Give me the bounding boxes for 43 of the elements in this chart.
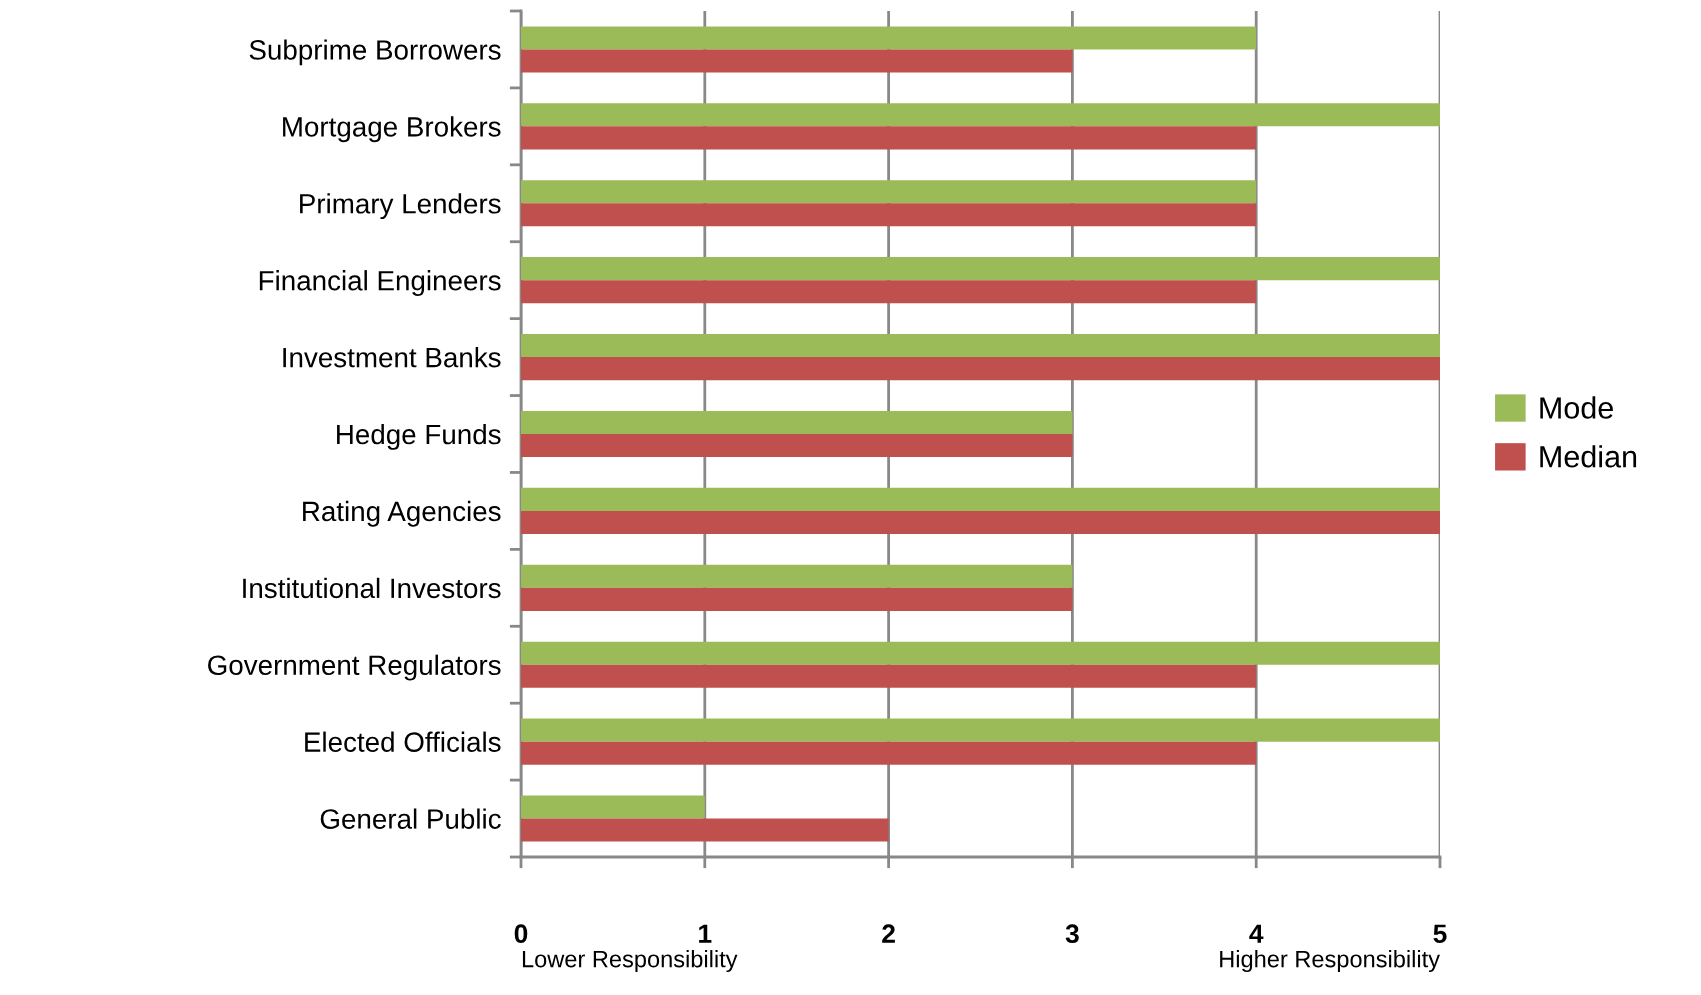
y-tick-label: Elected Officials (305, 731, 501, 752)
y-tick-label: Institutional Investors (243, 577, 501, 599)
bar (521, 203, 1257, 227)
y-tick-label: General Public (320, 808, 501, 829)
bar (521, 126, 1257, 150)
bar (521, 26, 1257, 50)
x-tick-label: 5 (1433, 924, 1447, 944)
bar (521, 564, 1073, 588)
y-tick-label: Mortgage Brokers (283, 116, 501, 143)
bar (521, 487, 1440, 511)
x-tick-label: 0 (514, 924, 528, 944)
x-tick-label: 1 (699, 924, 712, 943)
y-tick-label: Hedge Funds (337, 423, 501, 450)
bar (521, 664, 1257, 688)
legend-label: Median (1540, 445, 1637, 468)
bar (521, 641, 1440, 665)
bar (521, 510, 1440, 534)
bar (521, 357, 1440, 381)
bar (521, 49, 1073, 73)
bar (521, 410, 1073, 434)
bar (521, 434, 1073, 458)
bar (521, 587, 1073, 611)
y-tick-label: Government Regulators (208, 654, 501, 681)
y-tick-label: Rating Agencies (303, 500, 501, 527)
text: Lower Responsibility (522, 950, 738, 973)
bar (521, 180, 1257, 204)
y-tick-label: Subprime Borrowers (249, 39, 501, 66)
bar (521, 818, 889, 842)
bar (521, 280, 1257, 304)
y-tick-label: Primary Lenders (300, 193, 501, 220)
bar (521, 795, 705, 819)
bar (521, 103, 1440, 127)
legend-label: Mode (1540, 396, 1613, 419)
x-tick-label: 3 (1065, 924, 1079, 944)
x-tick-label: 2 (882, 924, 895, 943)
bar (521, 334, 1440, 358)
x-tick-label: 4 (1249, 924, 1264, 943)
bar (521, 741, 1257, 765)
y-tick-label: Financial Engineers (259, 270, 501, 297)
text: Higher Responsibility (1220, 950, 1440, 973)
y-tick-label: Investment Banks (283, 347, 501, 368)
bar (521, 257, 1440, 281)
bar (521, 718, 1440, 742)
